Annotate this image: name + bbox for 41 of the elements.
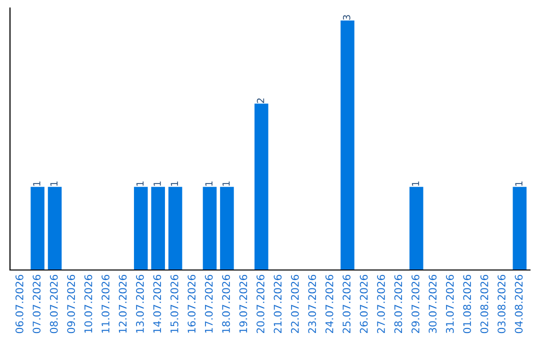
x-tick-label: 13.07.2026 [136,274,144,333]
x-tick-label: 29.07.2026 [412,274,420,334]
x-tick-label: 07.07.2026 [32,274,41,334]
data-label: 1 [154,182,161,186]
data-label: 1 [515,182,522,186]
data-label: 2 [256,98,264,103]
x-tick-label: 17.07.2026 [204,274,213,333]
x-tick-label: 11.07.2026 [102,274,110,333]
data-label: 1 [412,182,420,186]
x-tick-label: 08.07.2026 [50,274,58,334]
data-label: 1 [136,182,144,186]
x-tick-label: 23.07.2026 [308,274,316,334]
x-tick-label: 14.07.2026 [153,274,162,333]
x-tick-label: 04.08.2026 [514,274,523,334]
x-tick-label: 01.08.2026 [463,274,472,334]
x-tick-label: 26.07.2026 [360,274,368,334]
x-tick-label: 02.08.2026 [480,274,488,334]
x-tick-label: 25.07.2026 [342,274,351,334]
x-tick-label: 27.07.2026 [377,274,385,334]
x-tick-label: 15.07.2026 [170,274,178,333]
x-tick-label: 20.07.2026 [256,274,264,334]
data-label: 1 [50,182,58,186]
data-label: 1 [205,182,212,186]
x-tick-label: 03.08.2026 [498,274,506,334]
x-tick-label: 09.07.2026 [67,274,76,334]
x-tick-label: 19.07.2026 [239,274,248,333]
x-tick-label: 10.07.2026 [84,274,92,333]
data-label: 3 [342,15,350,20]
x-tick-label: 30.07.2026 [428,274,437,334]
x-tick-label: 06.07.2026 [15,274,24,334]
data-label: 1 [222,182,230,186]
data-label: 1 [170,182,178,186]
x-tick-label: 22.07.2026 [290,274,299,334]
data-label: 1 [33,182,40,186]
x-tick-label: 16.07.2026 [188,274,196,333]
x-tick-label: 21.07.2026 [274,274,282,334]
x-tick-label: 28.07.2026 [394,274,402,334]
x-tick-label: 12.07.2026 [118,274,127,333]
x-tick-label: 31.07.2026 [446,274,454,334]
x-tick-label: 18.07.2026 [222,274,230,333]
x-tick-label: 24.07.2026 [325,274,334,334]
